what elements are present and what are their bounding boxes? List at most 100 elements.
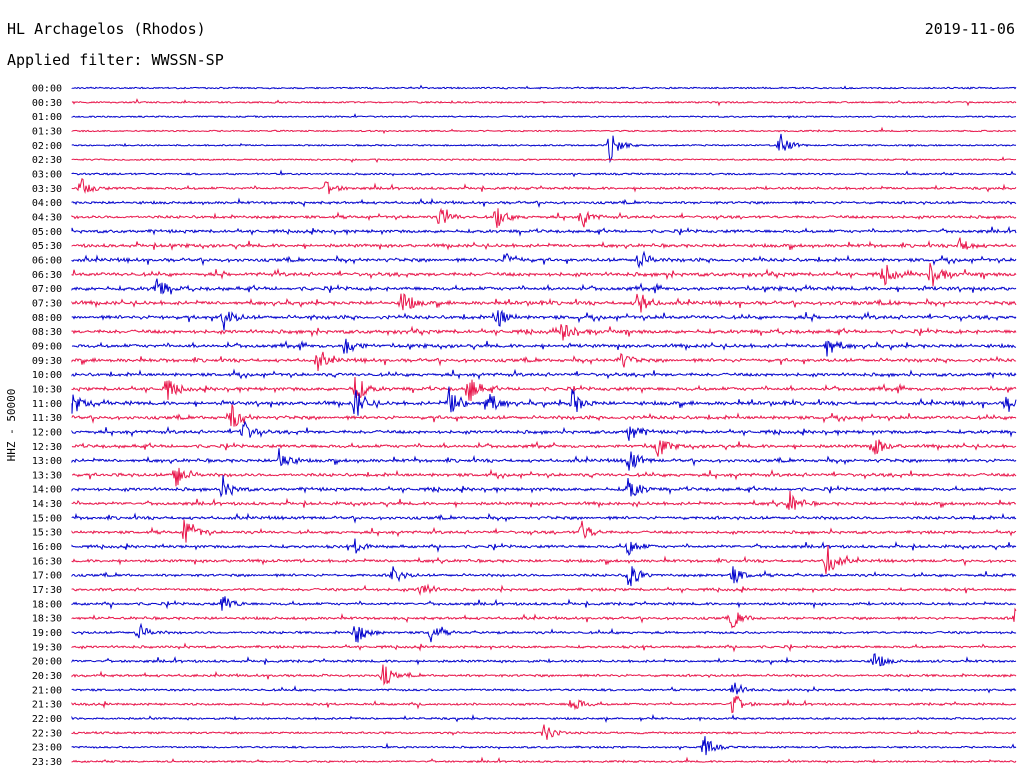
tick-label: 07:30 xyxy=(32,298,62,309)
trace-line xyxy=(71,519,1017,543)
trace-line xyxy=(71,653,1017,667)
trace-line xyxy=(71,368,1017,381)
tick-label: 09:00 xyxy=(32,341,62,352)
trace-line xyxy=(71,351,1017,371)
tick-label: 01:00 xyxy=(32,112,62,123)
tick-label: 20:30 xyxy=(32,671,62,682)
trace-line xyxy=(71,566,1017,587)
tick-label: 11:00 xyxy=(32,399,62,410)
trace-line xyxy=(71,404,1017,427)
trace-line xyxy=(71,736,1017,756)
trace-line xyxy=(71,338,1017,357)
trace-line xyxy=(71,278,1017,295)
trace-line xyxy=(71,420,1017,441)
tick-label: 18:00 xyxy=(32,599,62,610)
tick-label: 18:30 xyxy=(32,614,62,625)
tick-label: 04:30 xyxy=(32,212,62,223)
trace-line xyxy=(71,376,1017,402)
tick-label: 10:30 xyxy=(32,384,62,395)
tick-label: 05:00 xyxy=(32,227,62,238)
tick-label: 00:00 xyxy=(32,84,62,95)
trace-line xyxy=(71,490,1017,510)
tick-label: 14:30 xyxy=(32,499,62,510)
trace-line xyxy=(71,724,1017,740)
tick-label: 21:30 xyxy=(32,700,62,711)
trace-line xyxy=(71,756,1017,764)
trace-line xyxy=(71,126,1017,135)
tick-label: 06:30 xyxy=(32,270,62,281)
tick-label: 19:00 xyxy=(32,628,62,639)
tick-label: 17:00 xyxy=(32,571,62,582)
tick-label: 12:00 xyxy=(32,427,62,438)
tick-label: 22:00 xyxy=(32,714,62,725)
tick-label: 16:00 xyxy=(32,542,62,553)
trace-line xyxy=(71,439,1017,457)
trace-line xyxy=(71,448,1017,471)
tick-label: 05:30 xyxy=(32,241,62,252)
trace-line xyxy=(71,607,1017,629)
tick-label: 13:30 xyxy=(32,470,62,481)
trace-line xyxy=(71,178,1017,195)
trace-line xyxy=(71,324,1017,341)
trace-line xyxy=(71,237,1017,251)
trace-line xyxy=(71,156,1017,164)
trace-line xyxy=(71,84,1017,90)
trace-line xyxy=(71,664,1017,686)
tick-label: 15:00 xyxy=(32,513,62,524)
tick-label: 09:30 xyxy=(32,356,62,367)
trace-line xyxy=(71,538,1017,556)
tick-label: 08:00 xyxy=(32,313,62,324)
tick-label: 03:30 xyxy=(32,184,62,195)
tick-label: 06:00 xyxy=(32,255,62,266)
tick-label: 00:30 xyxy=(32,98,62,109)
trace-line xyxy=(71,596,1017,611)
trace-line xyxy=(71,682,1017,695)
trace-line xyxy=(71,695,1017,714)
tick-label: 01:30 xyxy=(32,126,62,137)
tick-label: 12:30 xyxy=(32,442,62,453)
tick-label: 20:00 xyxy=(32,657,62,668)
trace-line xyxy=(71,207,1017,228)
tick-label: 10:00 xyxy=(32,370,62,381)
trace-line xyxy=(71,512,1017,524)
tick-label: 08:30 xyxy=(32,327,62,338)
tick-label: 15:30 xyxy=(32,528,62,539)
trace-line xyxy=(71,169,1016,178)
trace-line xyxy=(71,133,1017,164)
trace-line xyxy=(71,622,1017,643)
trace-line xyxy=(71,386,1017,416)
tick-label: 11:30 xyxy=(32,413,62,424)
tick-label: 22:30 xyxy=(32,728,62,739)
tick-label: 23:30 xyxy=(32,757,62,768)
trace-line xyxy=(71,225,1017,237)
tick-label: 19:30 xyxy=(32,642,62,653)
tick-label: 16:30 xyxy=(32,556,62,567)
y-axis-label: HHZ - 50000 xyxy=(5,389,18,462)
trace-line xyxy=(71,713,1017,724)
trace-line xyxy=(71,309,1017,331)
tick-label: 04:00 xyxy=(32,198,62,209)
trace-line xyxy=(71,250,1017,269)
trace-line xyxy=(71,197,1017,209)
tick-label: 23:00 xyxy=(32,743,62,754)
trace-line xyxy=(71,583,1017,596)
tick-label: 17:30 xyxy=(32,585,62,596)
tick-label: 02:30 xyxy=(32,155,62,166)
date-label: 2019-11-06 xyxy=(924,20,1015,38)
tick-label: 14:00 xyxy=(32,485,62,496)
filter-label: Applied filter: WWSSN-SP xyxy=(7,51,224,69)
tick-label: 13:00 xyxy=(32,456,62,467)
tick-label: 07:00 xyxy=(32,284,62,295)
station-title: HL Archagelos (Rhodos) xyxy=(7,20,206,38)
trace-line xyxy=(71,475,1017,498)
trace-line xyxy=(71,98,1017,107)
trace-line xyxy=(71,293,1017,313)
tick-label: 02:00 xyxy=(32,141,62,152)
trace-line xyxy=(72,467,1017,487)
tick-label: 21:00 xyxy=(32,685,62,696)
trace-line xyxy=(71,113,1017,120)
trace-line xyxy=(71,262,1017,287)
time-tick-labels: 00:00 00:30 01:00 01:30 02:00 02:30 03:00 03:30… xyxy=(32,84,62,769)
tick-label: 03:00 xyxy=(32,169,62,180)
